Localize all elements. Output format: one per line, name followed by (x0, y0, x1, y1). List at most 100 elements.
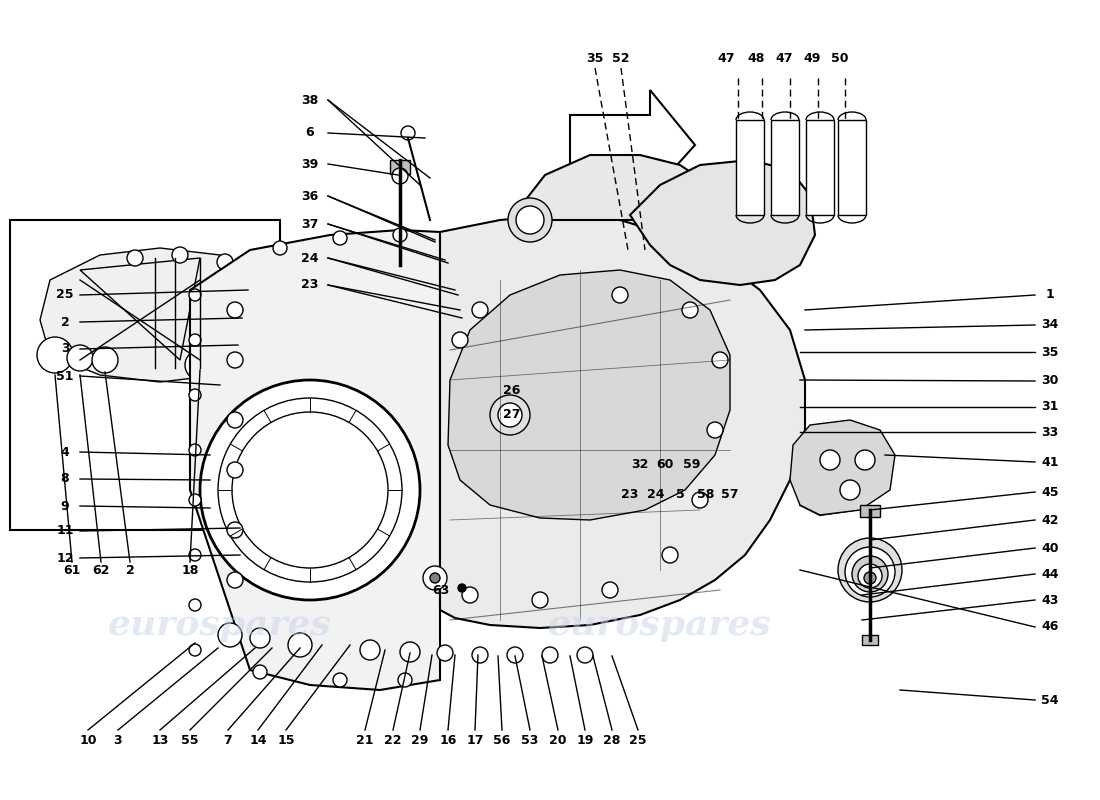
Text: 53: 53 (521, 734, 539, 746)
Bar (736, 120, 764, 215)
Text: 6: 6 (306, 126, 315, 139)
Text: 20: 20 (549, 734, 566, 746)
Circle shape (424, 566, 447, 590)
Text: 56: 56 (493, 734, 510, 746)
Text: 1: 1 (1046, 289, 1055, 302)
Text: 17: 17 (466, 734, 484, 746)
Text: 41: 41 (1042, 455, 1058, 469)
Circle shape (189, 494, 201, 506)
Circle shape (253, 665, 267, 679)
Text: 47: 47 (717, 51, 735, 65)
Text: 43: 43 (1042, 594, 1058, 606)
Polygon shape (790, 420, 895, 515)
Text: 26: 26 (504, 383, 520, 397)
Circle shape (858, 564, 882, 588)
Circle shape (227, 302, 243, 318)
Text: 15: 15 (277, 734, 295, 746)
Text: 48: 48 (747, 51, 764, 65)
Circle shape (852, 556, 888, 592)
Circle shape (712, 352, 728, 368)
Circle shape (662, 547, 678, 563)
Circle shape (682, 302, 698, 318)
Circle shape (189, 599, 201, 611)
Circle shape (508, 198, 552, 242)
Circle shape (189, 334, 201, 346)
Polygon shape (448, 270, 730, 520)
Circle shape (838, 538, 902, 602)
Text: 21: 21 (356, 734, 374, 746)
Text: 19: 19 (576, 734, 594, 746)
Polygon shape (570, 90, 695, 195)
Circle shape (462, 587, 478, 603)
Text: 52: 52 (613, 51, 629, 65)
Circle shape (516, 206, 544, 234)
Circle shape (840, 480, 860, 500)
Text: 25: 25 (56, 289, 74, 302)
Circle shape (67, 345, 94, 371)
Circle shape (288, 633, 312, 657)
Circle shape (472, 647, 488, 663)
Circle shape (333, 231, 346, 245)
Text: 2: 2 (125, 563, 134, 577)
Text: 18: 18 (182, 563, 199, 577)
Text: 7: 7 (223, 734, 232, 746)
Circle shape (507, 647, 522, 663)
Bar (806, 120, 834, 215)
Circle shape (227, 462, 243, 478)
Bar (838, 120, 866, 215)
Bar (390, 160, 410, 174)
Circle shape (126, 250, 143, 266)
Text: 23: 23 (621, 489, 639, 502)
Circle shape (92, 347, 118, 373)
Text: 8: 8 (60, 473, 69, 486)
Bar (862, 635, 878, 645)
Text: 33: 33 (1042, 426, 1058, 438)
Circle shape (227, 352, 243, 368)
Circle shape (472, 302, 488, 318)
Polygon shape (510, 155, 720, 220)
Text: 14: 14 (250, 734, 266, 746)
Text: 27: 27 (504, 409, 520, 422)
Text: 34: 34 (1042, 318, 1058, 331)
Circle shape (185, 350, 214, 380)
Text: 61: 61 (64, 563, 80, 577)
Circle shape (189, 389, 201, 401)
Circle shape (845, 547, 895, 597)
Text: 62: 62 (92, 563, 110, 577)
Text: 30: 30 (1042, 374, 1058, 387)
Circle shape (218, 623, 242, 647)
Circle shape (578, 647, 593, 663)
Circle shape (855, 450, 875, 470)
Circle shape (602, 582, 618, 598)
Text: 63: 63 (432, 585, 450, 598)
Text: 11: 11 (56, 525, 74, 538)
Circle shape (452, 332, 468, 348)
Text: 59: 59 (683, 458, 701, 471)
Text: 55: 55 (182, 734, 199, 746)
Circle shape (864, 572, 876, 584)
Circle shape (458, 584, 466, 592)
Text: 49: 49 (803, 51, 821, 65)
Circle shape (437, 645, 453, 661)
Polygon shape (190, 230, 440, 690)
Circle shape (189, 289, 201, 301)
Text: 46: 46 (1042, 621, 1058, 634)
Circle shape (430, 573, 440, 583)
Circle shape (250, 628, 270, 648)
Text: 58: 58 (697, 489, 715, 502)
Circle shape (217, 254, 233, 270)
Circle shape (189, 444, 201, 456)
Circle shape (400, 642, 420, 662)
Bar (10, 220, 280, 530)
Text: 13: 13 (152, 734, 168, 746)
Circle shape (398, 673, 412, 687)
Text: 24: 24 (647, 489, 664, 502)
Text: 4: 4 (60, 446, 69, 458)
Text: eurospares: eurospares (548, 608, 772, 642)
Circle shape (172, 247, 188, 263)
Text: 22: 22 (384, 734, 402, 746)
Text: 24: 24 (301, 251, 319, 265)
Circle shape (213, 348, 236, 372)
Text: 47: 47 (776, 51, 793, 65)
Circle shape (707, 422, 723, 438)
